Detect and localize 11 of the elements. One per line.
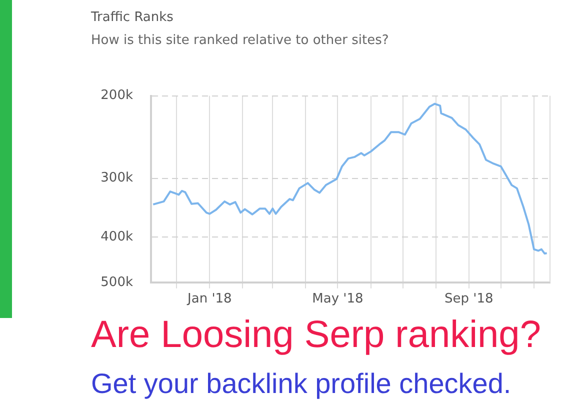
text: Are Loosing Serp ranking?	[91, 314, 541, 357]
x-tick-label: May '18	[312, 292, 364, 307]
x-tick-label: Jan '18	[186, 292, 232, 307]
chart-subtitle: How is this site ranked relative to other sites?	[91, 33, 389, 48]
y-tick-label: 500k	[100, 274, 134, 290]
y-tick-label: 200k	[100, 88, 134, 104]
y-tick-label: 400k	[100, 229, 134, 244]
x-tick-label: Sep '18	[444, 292, 494, 307]
chart-title: Traffic Ranks	[91, 10, 174, 25]
y-tick-label: 300k	[100, 170, 134, 186]
text: Get your backlink profile checked.	[91, 368, 512, 400]
